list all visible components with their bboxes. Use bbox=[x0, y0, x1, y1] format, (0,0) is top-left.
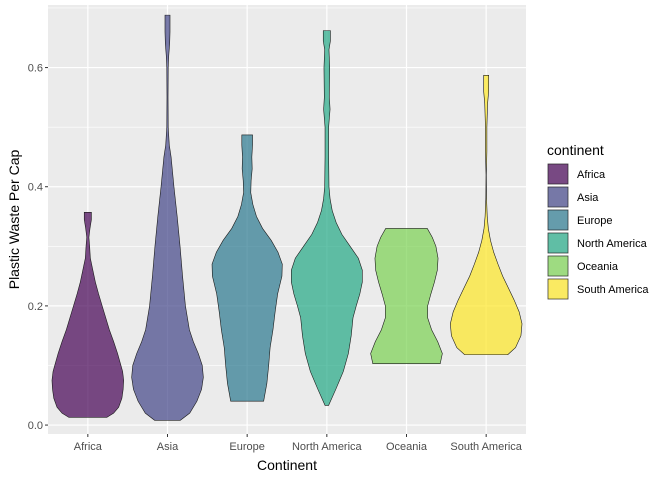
x-axis: Africa Asia Europe North America Oceania Sout… bbox=[74, 434, 523, 453]
y-tick-label: 0.6 bbox=[28, 63, 43, 75]
x-axis-title: Continent bbox=[257, 457, 317, 473]
legend-swatch bbox=[547, 186, 569, 208]
violin-north-america bbox=[291, 30, 363, 406]
legend-label: Oceania bbox=[577, 261, 619, 273]
x-tick-label: South America bbox=[450, 441, 522, 453]
x-tick-label: Oceania bbox=[386, 441, 428, 453]
y-axis: 0.0 0.2 0.4 0.6 bbox=[28, 63, 48, 432]
legend-swatch bbox=[547, 163, 569, 185]
legend-label: Asia bbox=[577, 192, 599, 204]
legend-label: North America bbox=[577, 238, 648, 250]
y-axis-title: Plastic Waste Per Cap bbox=[6, 150, 22, 290]
violin-africa bbox=[51, 212, 124, 418]
y-tick-label: 0.4 bbox=[28, 182, 43, 194]
legend-title: continent bbox=[547, 142, 604, 158]
plot-panel bbox=[48, 5, 526, 434]
x-tick-label: Europe bbox=[229, 441, 264, 453]
legend-swatch bbox=[547, 209, 569, 231]
x-tick-label: Africa bbox=[74, 441, 103, 453]
x-tick-label: Asia bbox=[157, 441, 179, 453]
legend-label: South America bbox=[577, 284, 649, 296]
violin-south-america bbox=[450, 75, 523, 356]
legend-label: Europe bbox=[577, 215, 612, 227]
x-tick-label: North America bbox=[292, 441, 363, 453]
violins bbox=[51, 14, 523, 421]
legend-swatch bbox=[547, 232, 569, 254]
legend-swatch bbox=[547, 278, 569, 300]
violin-europe bbox=[211, 134, 283, 402]
violin-oceania bbox=[370, 228, 443, 364]
legend-swatch bbox=[547, 255, 569, 277]
legend: continent Africa Asia Europe North America O… bbox=[547, 142, 649, 300]
violin-asia bbox=[131, 14, 204, 421]
y-tick-label: 0.2 bbox=[28, 301, 43, 313]
minor-gridlines bbox=[48, 7, 526, 366]
y-tick-label: 0.0 bbox=[28, 420, 43, 432]
legend-label: Africa bbox=[577, 169, 606, 181]
